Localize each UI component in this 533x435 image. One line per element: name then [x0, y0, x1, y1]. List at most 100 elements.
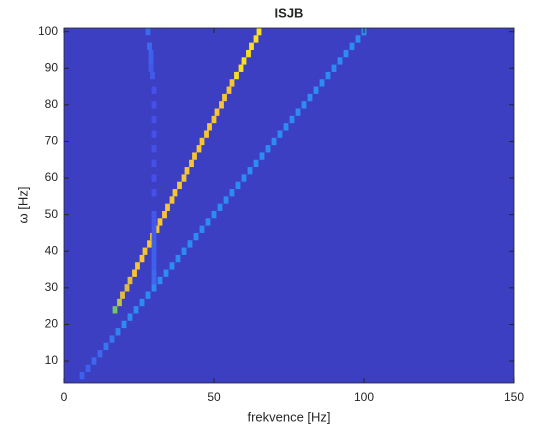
heatmap-cell [289, 115, 295, 124]
heatmap-cell [165, 203, 170, 211]
heatmap-cell [235, 181, 241, 190]
heatmap-cell [204, 130, 209, 138]
y-tick-label: 10 [45, 353, 59, 367]
y-tick-label: 100 [38, 24, 58, 38]
heatmap-cell [325, 71, 331, 80]
heatmap-cell [142, 247, 148, 255]
heatmap-cell [124, 284, 130, 292]
heatmap-cell [319, 79, 325, 87]
y-tick-label: 40 [45, 243, 59, 257]
y-tick-label: 30 [45, 280, 59, 294]
heatmap-cell [219, 101, 224, 109]
x-tick-label: 50 [207, 390, 221, 404]
heatmap-cell [222, 93, 227, 102]
heatmap-cell [283, 123, 289, 131]
heatmap-cell [211, 115, 217, 124]
y-axis-label: ω [Hz] [15, 187, 30, 224]
heatmap-cell [169, 196, 175, 204]
heatmap-cell [355, 35, 361, 43]
heatmap-cell [120, 291, 125, 299]
chart-title: ISJB [275, 5, 304, 20]
heatmap-cell [147, 240, 152, 248]
heatmap-cell [205, 218, 211, 226]
heatmap-cell [127, 276, 133, 285]
heatmap-cell [157, 218, 163, 226]
heatmap-cell [189, 159, 194, 168]
heatmap-cell [163, 269, 169, 277]
heatmap-cell [148, 64, 154, 72]
heatmap-cell [151, 225, 157, 233]
y-tick-label: 60 [45, 170, 59, 184]
heatmap-cell [253, 159, 259, 168]
heatmap-cell [115, 328, 121, 336]
heatmap-cell [162, 210, 167, 219]
heatmap-cell [187, 240, 193, 248]
heatmap-cell [241, 174, 247, 182]
heatmap-cell [214, 108, 220, 116]
x-tick-label: 100 [354, 390, 374, 404]
heatmap-cell [151, 210, 157, 219]
heatmap-cell [175, 254, 181, 263]
heatmap-cell [241, 57, 247, 65]
heatmap-cell [199, 225, 205, 233]
heatmap-cell [151, 232, 157, 241]
heatmap-cell [313, 86, 319, 94]
heatmap-cell [151, 130, 157, 138]
heatmap-cell [151, 262, 157, 270]
heatmap-cell [151, 284, 157, 292]
heatmap-cell [154, 225, 160, 233]
heatmap-cell [139, 298, 145, 307]
heatmap-cell [238, 64, 244, 72]
heatmap-cell [148, 49, 154, 58]
heatmap-cell [91, 357, 97, 365]
heatmap-cell [151, 247, 157, 255]
heatmap-cell [249, 42, 254, 50]
heatmap-cell [337, 57, 343, 65]
x-tick-label: 150 [504, 390, 524, 404]
x-tick-label: 0 [61, 390, 68, 404]
heatmap-cell [181, 247, 187, 255]
heatmap-cell [199, 137, 205, 146]
heatmap-cell [157, 276, 163, 285]
heatmap-cell [307, 93, 313, 102]
heatmap-cell [145, 291, 151, 299]
heatmap-cell [139, 254, 145, 263]
heatmap-cell [147, 42, 152, 50]
heatmap-cell [259, 152, 265, 160]
heatmap-cell [121, 320, 127, 329]
y-tick-label: 90 [45, 60, 59, 74]
plot-frame [63, 27, 515, 384]
heatmap-cell [234, 71, 239, 80]
heatmap-cell [150, 71, 155, 80]
heatmap-cell [229, 79, 235, 87]
heatmap-cell [196, 145, 202, 153]
heatmap-cell [109, 335, 115, 343]
heatmap-cell [151, 240, 157, 248]
heatmap-cell [127, 313, 133, 321]
heatmap-cell [132, 269, 137, 277]
heatmap-cell [247, 167, 253, 175]
heatmap-cell [151, 101, 157, 109]
y-tick-label: 80 [45, 97, 59, 111]
heatmap-cell [331, 64, 337, 72]
heatmap-cell [151, 218, 157, 226]
heatmap-cell [133, 306, 139, 314]
heatmap-cell [172, 189, 178, 197]
heatmap-cell [151, 276, 157, 285]
heatmap-cell [226, 86, 232, 94]
heatmap-cell [343, 49, 349, 58]
heatmap-cell [151, 86, 157, 94]
heatmap-cell [349, 42, 355, 50]
heatmap-cell [229, 189, 235, 197]
heatmap-cell [295, 108, 301, 116]
heatmap-cell [271, 137, 277, 146]
heatmap-cell [79, 372, 85, 380]
heatmap-cell [103, 342, 109, 351]
y-tick-label: 70 [45, 134, 59, 148]
heatmap-cell [117, 298, 122, 307]
heatmap-cell [217, 203, 223, 211]
plot-background [64, 28, 514, 383]
y-tick-label: 50 [45, 207, 59, 221]
heatmap-cell [145, 28, 151, 36]
